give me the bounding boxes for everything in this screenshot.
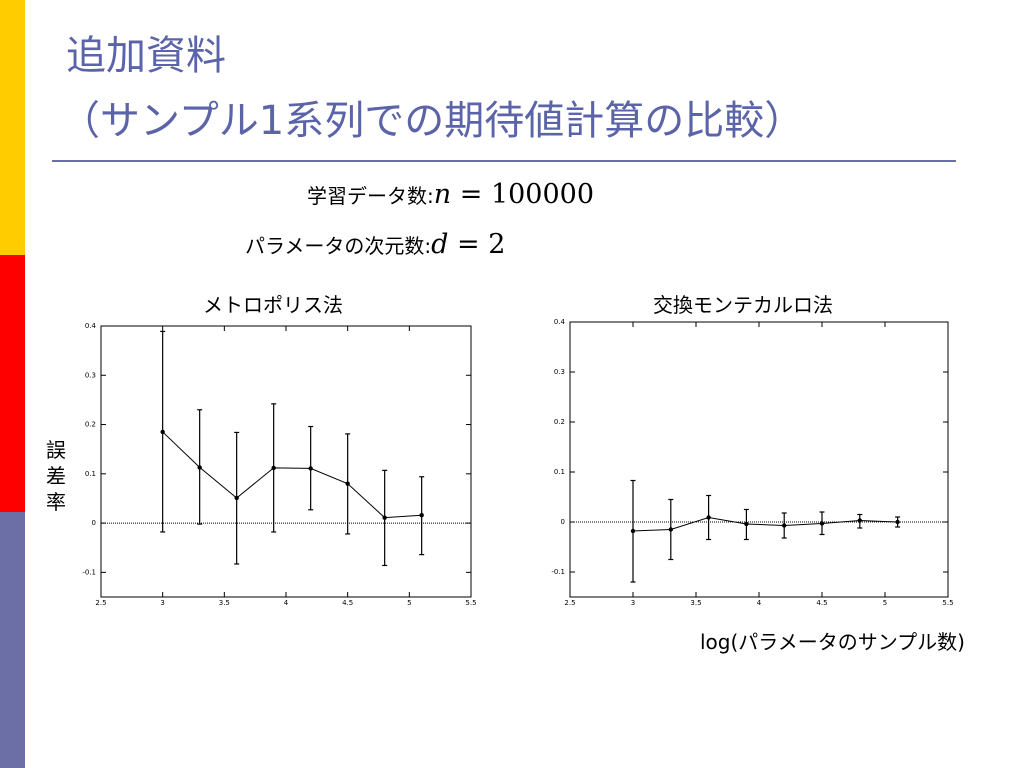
exchange-mc-ytick-label: 0.1 [554, 468, 565, 476]
y-axis-label-char-3: 率 [46, 490, 66, 514]
metropolis-xtick-label: 4.5 [342, 599, 353, 607]
sidebar-blue-segment [0, 512, 25, 768]
slide-title-line2: （サンプル1系列での期待値計算の比較） [60, 98, 805, 144]
exchange-mc-data-point [706, 515, 711, 520]
metropolis-xtick-label: 3.5 [219, 599, 230, 607]
sidebar-yellow-segment [0, 0, 25, 255]
exchange-mc-data-point [744, 521, 749, 527]
sidebar-red-segment [0, 255, 25, 512]
x-axis-label: log(パラメータのサンプル数) [700, 630, 965, 654]
training-data-count-value: 100000 [490, 179, 595, 210]
metropolis-ytick-label: -0.1 [82, 568, 96, 576]
exchange-mc-xtick-label: 5 [883, 599, 887, 607]
training-data-count-equals: = [451, 179, 491, 210]
exchange-mc-ytick-label: 0.2 [554, 418, 565, 426]
parameter-dimension-label: パラメータの次元数: [245, 234, 432, 258]
parameter-dimension-value: 2 [488, 229, 506, 260]
metropolis-ytick-label: 0.1 [85, 470, 96, 478]
metropolis-data-point [234, 495, 239, 501]
slide-title-line1: 追加資料 [66, 33, 226, 79]
metropolis-plot-frame [100, 325, 472, 598]
y-axis-label: 誤 差 率 [44, 437, 68, 515]
metropolis-xtick-label: 2.5 [95, 599, 106, 607]
exchange-mc-data-point [895, 519, 900, 525]
metropolis-ytick-label: 0 [92, 519, 96, 527]
parameter-dimension-variable: d [431, 229, 449, 260]
y-axis-label-char-1: 誤 [46, 438, 66, 462]
exchange-mc-xtick-label: 4 [757, 599, 762, 607]
metropolis-ytick-label: 0.2 [85, 421, 96, 429]
training-data-count-line: 学習データ数:n = 100000 [307, 179, 594, 210]
metropolis-data-point [308, 466, 313, 471]
exchange-mc-data-point [668, 527, 673, 532]
metropolis-series-line [162, 431, 422, 519]
exchange-mc-ytick-label: 0 [561, 518, 565, 526]
metropolis-data-point [197, 465, 202, 470]
metropolis-ytick-label: 0.4 [85, 322, 97, 330]
exchange-mc-data-point [857, 518, 862, 523]
metropolis-xtick-label: 3 [160, 599, 164, 607]
exchange-mc-data-point [819, 521, 825, 526]
metropolis-xtick-label: 4 [284, 599, 289, 607]
exchange-mc-xtick-label: 2.5 [564, 599, 575, 607]
metropolis-xtick-label: 5.5 [465, 599, 476, 607]
exchange-mc-xtick-label: 5.5 [942, 599, 953, 607]
exchange-mc-plot-frame [569, 321, 949, 598]
exchange-mc-data-point [782, 523, 787, 528]
exchange-mc-data-point [630, 528, 636, 534]
training-data-count-label: 学習データ数: [307, 184, 434, 208]
metropolis-data-point [271, 465, 276, 471]
metropolis-data-point [160, 429, 165, 435]
exchange-mc-xtick-label: 3 [631, 599, 635, 607]
metropolis-ytick-label: 0.3 [85, 371, 96, 379]
training-data-count-variable: n [433, 179, 452, 210]
metropolis-data-point [419, 513, 424, 518]
metropolis-data-point [382, 515, 387, 520]
sidebar-color-bar [0, 0, 25, 768]
exchange-mc-ytick-label: 0.4 [554, 318, 566, 326]
metropolis-data-point [345, 481, 350, 486]
chart-title-exchange-mc: 交換モンテカルロ法 [653, 293, 833, 317]
exchange-mc-xtick-label: 4.5 [816, 599, 827, 607]
parameter-dimension-line: パラメータの次元数:d = 2 [245, 229, 505, 260]
metropolis-xtick-label: 5 [407, 599, 411, 607]
exchange-mc-ytick-label: -0.1 [551, 568, 565, 576]
exchange-mc-xtick-label: 3.5 [690, 599, 701, 607]
chart-title-metropolis: メトロポリス法 [203, 293, 343, 317]
y-axis-label-char-2: 差 [46, 464, 66, 488]
exchange-mc-series-line [632, 516, 898, 532]
parameter-dimension-equals: = [448, 229, 489, 260]
title-divider [52, 160, 956, 162]
exchange-mc-ytick-label: 0.3 [554, 368, 565, 376]
